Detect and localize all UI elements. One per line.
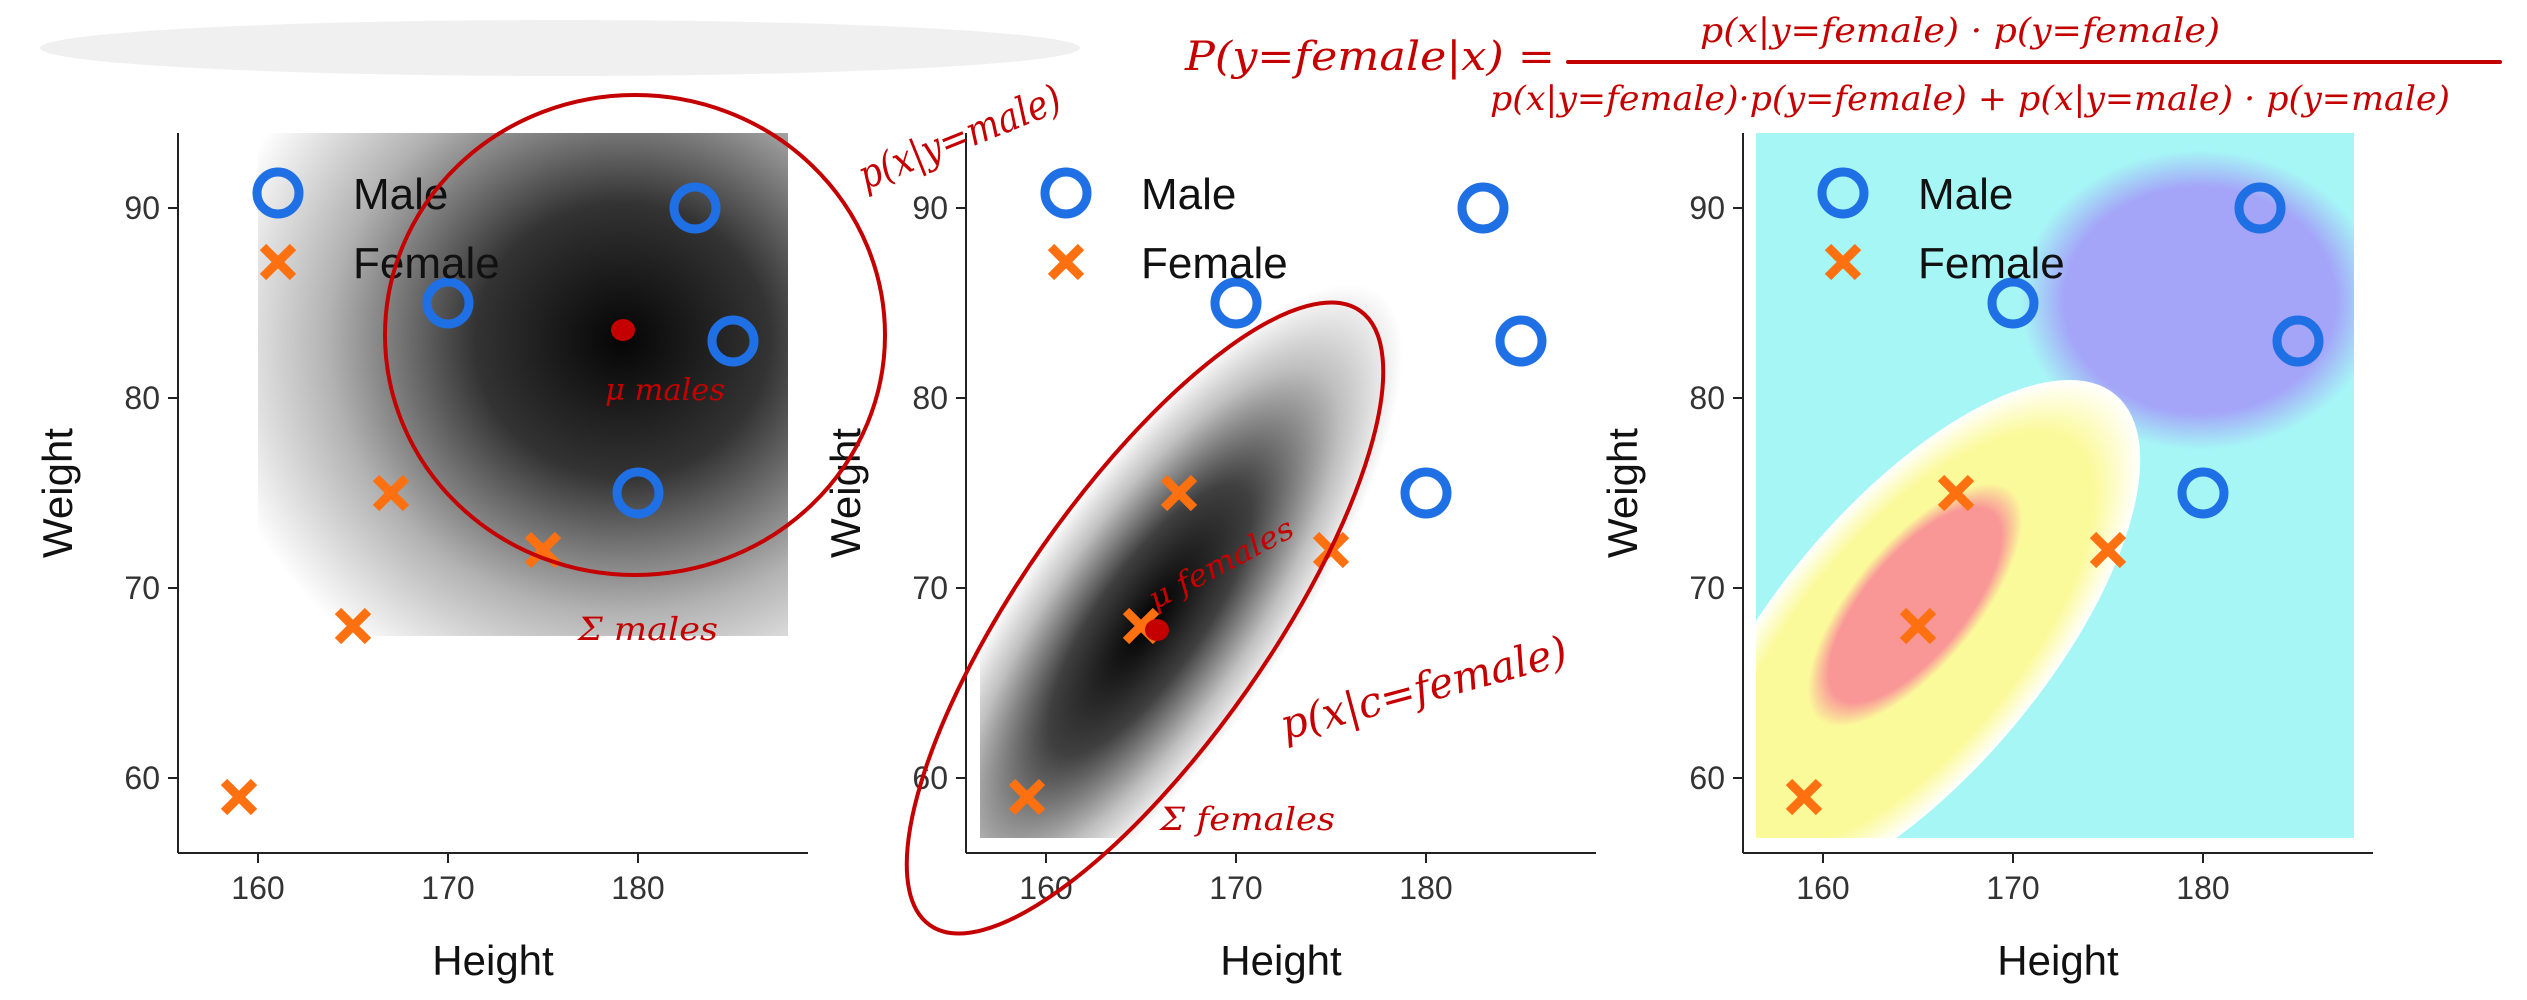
male-point — [2272, 315, 2324, 367]
male-point — [2234, 182, 2286, 234]
male-point — [1210, 277, 1262, 329]
female-point — [372, 474, 410, 512]
bayes-numerator: p(x|y=female) · p(y=female) — [1700, 11, 2220, 51]
x-tick-label: 170 — [1209, 870, 1262, 906]
x-tick-label: 180 — [1399, 870, 1452, 906]
male-point — [422, 277, 474, 329]
legend-male-label: Male — [1918, 170, 2013, 219]
female-likelihood-label: p(x|c=female) — [1275, 626, 1573, 750]
bayes-lhs: P(y=female|x) = — [1184, 34, 1555, 80]
x-axis-label: Height — [1220, 937, 1342, 984]
female-point — [2089, 531, 2127, 569]
legend-female-label: Female — [1918, 239, 2065, 288]
male-point — [669, 182, 721, 234]
x-tick-label: 180 — [2176, 870, 2229, 906]
y-tick-label: 80 — [912, 380, 948, 416]
female-density-heatmap — [980, 283, 1403, 838]
legend: Male Female — [1040, 167, 1288, 288]
smudge — [40, 20, 1080, 76]
y-axis-label: Weight — [1599, 428, 1646, 558]
male-point — [612, 467, 664, 519]
x-axis-label: Height — [1997, 937, 2119, 984]
legend-female-symbol — [1824, 243, 1862, 281]
points — [1785, 182, 2324, 816]
y-tick-label: 80 — [124, 380, 160, 416]
legend-male-symbol — [1040, 167, 1092, 219]
legend-male-symbol — [252, 167, 304, 219]
male-covariance-ellipse — [383, 93, 887, 577]
y-tick-label: 90 — [912, 190, 948, 226]
axes: 160 170 180 60 70 80 90 Height Weight — [34, 133, 808, 984]
female-point — [1785, 778, 1823, 816]
female-covariance-ellipse — [904, 300, 1386, 936]
male-point — [2177, 467, 2229, 519]
legend-female-symbol — [1047, 243, 1085, 281]
y-tick-label: 70 — [912, 570, 948, 606]
female-point — [334, 607, 372, 645]
legend-male-label: Male — [1141, 170, 1236, 219]
x-tick-label: 180 — [611, 870, 664, 906]
legend: Male Female — [1817, 167, 2065, 288]
female-point — [1008, 778, 1046, 816]
y-tick-label: 60 — [1689, 760, 1725, 796]
female-point — [220, 778, 258, 816]
y-axis-label: Weight — [822, 428, 869, 558]
points — [1008, 182, 1547, 816]
female-point — [1937, 474, 1975, 512]
y-tick-label: 90 — [124, 190, 160, 226]
y-tick-label: 80 — [1689, 380, 1725, 416]
x-tick-label: 160 — [1796, 870, 1849, 906]
male-point — [1987, 277, 2039, 329]
legend-male-symbol — [1817, 167, 1869, 219]
x-tick-label: 170 — [421, 870, 474, 906]
female-cov-label: Σ females — [1159, 800, 1335, 838]
male-point — [707, 315, 759, 367]
male-point — [1400, 467, 1452, 519]
legend-female-symbol — [259, 243, 297, 281]
x-tick-label: 170 — [1986, 870, 2039, 906]
y-tick-label: 60 — [124, 760, 160, 796]
male-cov-label: Σ males — [577, 610, 718, 648]
x-tick-label: 160 — [231, 870, 284, 906]
female-point — [1160, 474, 1198, 512]
male-point — [1495, 315, 1547, 367]
male-likelihood-label: p(x|y=male) — [852, 76, 1069, 199]
y-tick-label: 70 — [124, 570, 160, 606]
female-mean-dot — [1145, 619, 1169, 641]
male-point — [1457, 182, 1509, 234]
male-mean-label: μ males — [605, 373, 725, 408]
y-tick-label: 90 — [1689, 190, 1725, 226]
legend-female-label: Female — [353, 239, 500, 288]
points — [220, 182, 759, 816]
female-point — [1899, 607, 1937, 645]
legend-female-label: Female — [1141, 239, 1288, 288]
y-tick-label: 70 — [1689, 570, 1725, 606]
panel-classification-regions: 160 170 180 60 70 80 90 Height Weight Male Female — [1599, 133, 2373, 984]
axes: 160 170 180 60 70 80 90 Height Weight — [1599, 133, 2373, 984]
y-axis-label: Weight — [34, 428, 81, 558]
bayes-denominator: p(x|y=female)·p(y=female) + p(x|y=male) … — [1490, 79, 2450, 119]
x-axis-label: Height — [432, 937, 554, 984]
region-female-inner — [1807, 483, 2023, 727]
male-mean-dot — [611, 319, 635, 341]
